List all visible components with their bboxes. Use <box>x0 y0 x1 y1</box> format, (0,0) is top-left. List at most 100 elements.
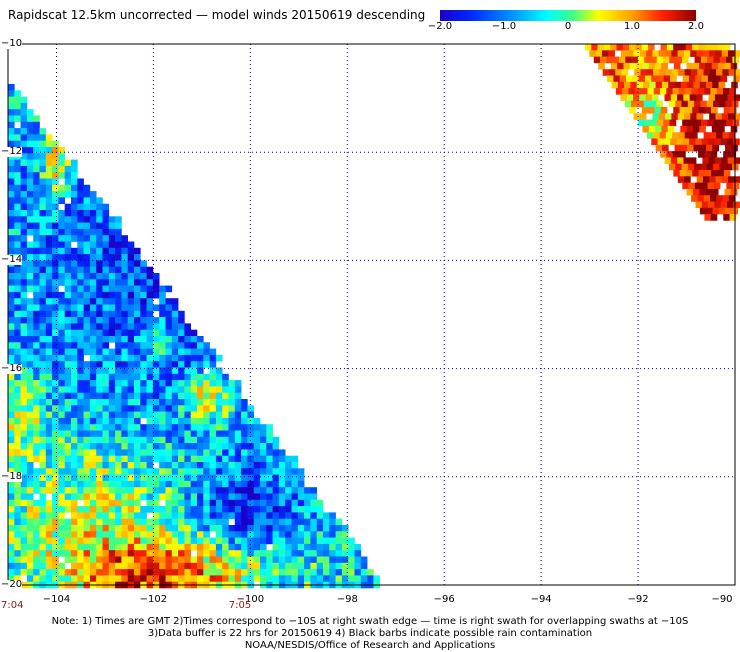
wind-cell <box>159 557 166 564</box>
wind-cell <box>329 575 336 582</box>
wind-cell <box>203 519 210 526</box>
wind-cell <box>241 475 248 482</box>
wind-cell <box>14 311 21 318</box>
wind-cell <box>140 550 147 557</box>
wind-cell <box>172 462 179 469</box>
wind-cell <box>140 538 147 545</box>
wind-cell <box>14 235 21 242</box>
wind-cell <box>197 575 204 582</box>
wind-cell <box>172 449 179 456</box>
wind-cell <box>723 132 730 139</box>
wind-cell <box>128 286 135 293</box>
wind-cell <box>663 120 670 127</box>
wind-cell <box>617 63 624 70</box>
wind-cell <box>598 63 605 70</box>
wind-cell <box>14 386 21 393</box>
wind-cell <box>298 525 305 532</box>
wind-cell <box>65 260 72 267</box>
wind-cell <box>159 468 166 475</box>
wind-cell <box>71 538 78 545</box>
wind-cell <box>14 544 21 551</box>
wind-cell <box>8 525 15 532</box>
wind-cell <box>692 88 699 95</box>
wind-cell <box>140 506 147 513</box>
wind-cell <box>210 462 217 469</box>
wind-cell <box>678 132 685 139</box>
wind-cell <box>140 267 147 274</box>
wind-cell <box>121 374 128 381</box>
wind-cell <box>229 399 236 406</box>
wind-cell <box>8 292 15 299</box>
wind-cell <box>642 107 649 114</box>
wind-cell <box>40 500 47 507</box>
wind-cell <box>128 424 135 431</box>
wind-cell <box>140 424 147 431</box>
wind-cell <box>58 273 65 280</box>
wind-cell <box>40 273 47 280</box>
wind-cell <box>701 57 708 64</box>
wind-cell <box>704 151 711 158</box>
time-label: 7:05 <box>229 600 251 611</box>
wind-cell <box>21 494 28 501</box>
wind-cell <box>96 418 103 425</box>
wind-cell <box>361 575 368 582</box>
wind-cell <box>222 393 229 400</box>
wind-cell <box>680 107 687 114</box>
wind-cell <box>40 437 47 444</box>
wind-cell <box>247 468 254 475</box>
wind-cell <box>191 330 198 337</box>
wind-cell <box>21 412 28 419</box>
wind-cell <box>58 160 65 167</box>
wind-cell <box>40 210 47 217</box>
wind-cell <box>115 386 122 393</box>
wind-cell <box>708 139 715 146</box>
wind-cell <box>52 456 59 463</box>
wind-cell <box>134 399 141 406</box>
wind-cell <box>21 273 28 280</box>
wind-cell <box>128 242 135 249</box>
wind-cell <box>184 531 191 538</box>
wind-cell <box>266 557 273 564</box>
wind-cell <box>58 550 65 557</box>
wind-cell <box>695 183 702 190</box>
wind-cell <box>90 386 97 393</box>
wind-cell <box>166 374 173 381</box>
wind-cell <box>140 431 147 438</box>
wind-cell <box>273 519 280 526</box>
wind-cell <box>714 183 721 190</box>
wind-cell <box>27 494 34 501</box>
wind-cell <box>27 229 34 236</box>
wind-cell <box>71 254 78 261</box>
wind-cell <box>203 424 210 431</box>
wind-cell <box>71 361 78 368</box>
wind-cell <box>77 531 84 538</box>
wind-cell <box>21 531 28 538</box>
wind-cell <box>159 512 166 519</box>
wind-cell <box>600 57 607 64</box>
wind-cell <box>657 57 664 64</box>
wind-cell <box>103 336 110 343</box>
wind-cell <box>65 374 72 381</box>
wind-cell <box>197 512 204 519</box>
wind-cell <box>699 126 706 133</box>
wind-cell <box>184 386 191 393</box>
wind-cell <box>58 235 65 242</box>
wind-cell <box>254 557 261 564</box>
wind-cell <box>667 44 674 51</box>
wind-cell <box>210 349 217 356</box>
wind-cell <box>96 500 103 507</box>
wind-cell <box>96 563 103 570</box>
wind-cell <box>691 69 698 76</box>
wind-cell <box>361 563 368 570</box>
wind-cell <box>629 107 636 114</box>
wind-cell <box>159 506 166 513</box>
wind-cell <box>166 525 173 532</box>
wind-cell <box>65 519 72 526</box>
wind-cell <box>128 349 135 356</box>
wind-cell <box>109 557 116 564</box>
wind-cell <box>241 437 248 444</box>
wind-cell <box>40 254 47 261</box>
wind-cell <box>140 544 147 551</box>
wind-cell <box>585 44 592 51</box>
wind-cell <box>58 336 65 343</box>
